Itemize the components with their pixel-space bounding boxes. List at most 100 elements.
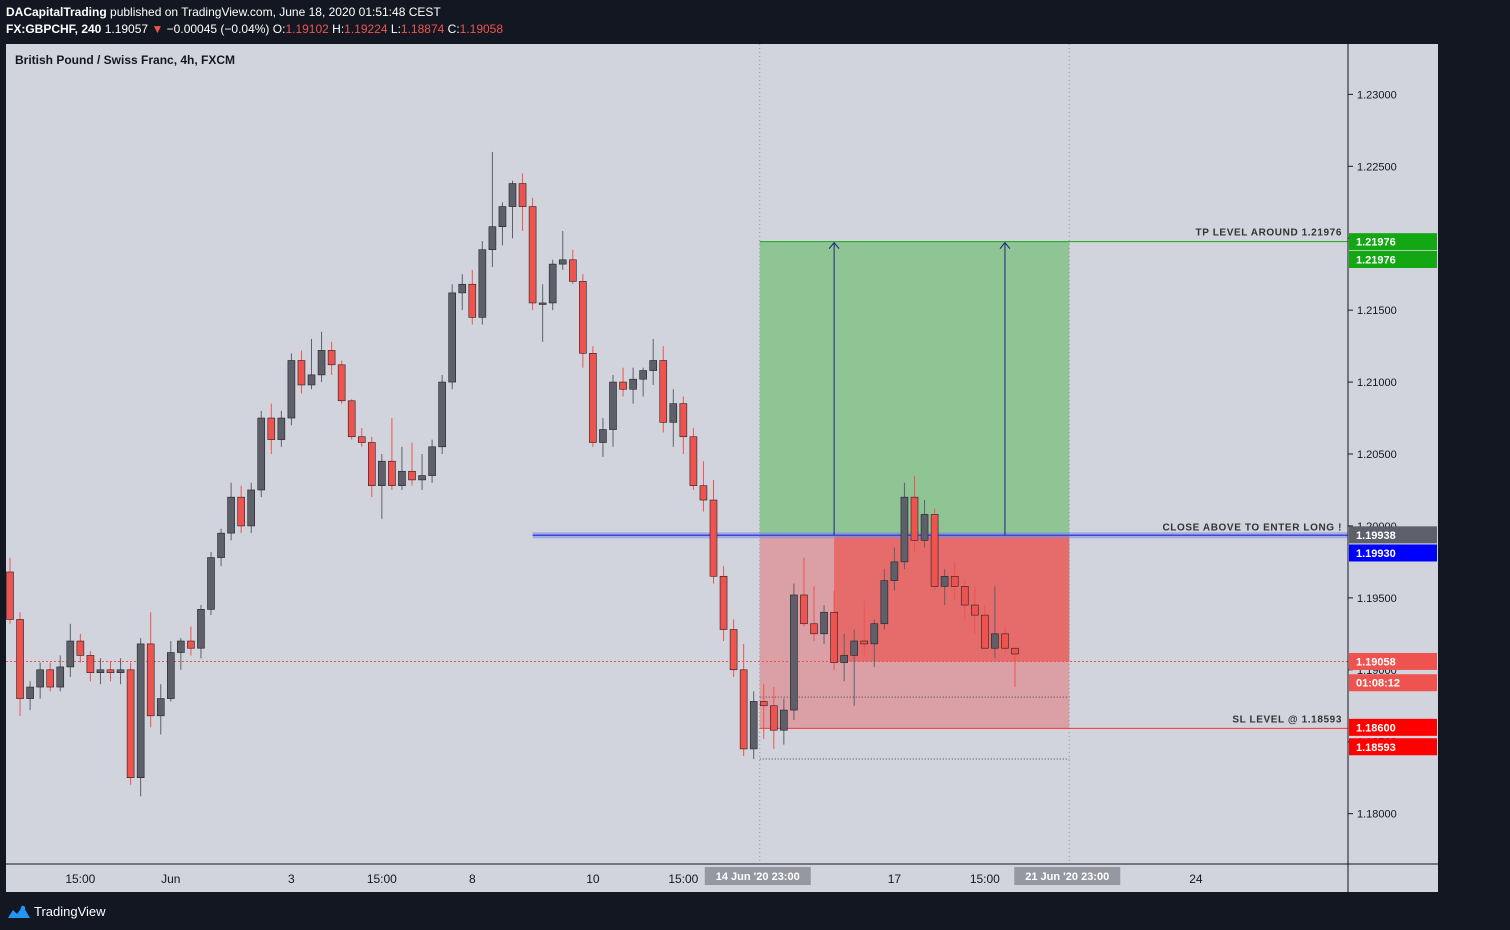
candle-body [1001,633,1009,649]
candle-body [568,259,577,282]
price-axis-tag [1349,233,1437,251]
candle-body [981,614,989,649]
last-price: 1.19057 [104,22,149,36]
candle-body [398,470,406,486]
price-axis-tag [1349,652,1437,670]
candle-body [950,575,959,587]
y-tick-label: 1.20500 [1357,449,1397,461]
candle-body [900,496,909,563]
symbol-label: FX:GBPCHF, 240 [6,22,102,36]
price-axis-tag-label: 1.21976 [1356,255,1396,267]
x-tick-label: 3 [288,872,295,886]
candle-body [830,611,838,663]
candle-body [146,643,155,717]
candle-body [579,281,587,354]
price-axis-tag-label: 1.19938 [1356,530,1396,542]
candle-body [599,429,607,443]
candle-body [16,619,24,699]
candle-body [468,283,477,318]
candle-body [237,496,245,527]
candle-body [46,669,55,688]
candle-body [287,360,296,419]
low-value: 1.18874 [400,22,445,36]
price-change: −0.00045 (−0.04%) [166,22,270,36]
candle-body [860,640,869,645]
candle-body [116,669,125,673]
tp-annotation: TP LEVEL AROUND 1.21976 [1196,228,1342,239]
price-axis-tag-label: 1.19058 [1356,656,1396,668]
candle-body [438,381,446,448]
candle-body [187,640,195,649]
candle-body [217,532,225,558]
x-tick-label: 17 [888,872,902,886]
x-tick-label: 8 [469,872,476,886]
candle-body [327,350,336,366]
candle-body [780,709,788,731]
candle-body [820,611,828,635]
candle-body [538,302,547,305]
candle-body [689,436,698,486]
low-label: L: [390,22,401,36]
y-tick-label: 1.19500 [1357,593,1397,605]
stop-loss-zone-active [834,535,1070,662]
candle-body [167,652,175,699]
candle-body [800,594,808,625]
candle-body [729,629,738,671]
author-name[interactable]: DACapitalTrading [6,5,107,19]
candle-body [277,417,286,440]
ohlc-legend: FX:GBPCHF, 240 1.19057 ▼ −0.00045 (−0.04… [6,22,503,36]
candle-body [528,206,537,304]
candle-body [518,183,527,207]
candle-body [940,575,949,587]
candle-body [920,514,929,541]
time-marker-label: 21 Jun '20 23:00 [1025,871,1109,883]
candle-body [247,489,255,527]
candle-body [26,686,34,699]
published-text: published on TradingView.com, June 18, 2… [110,5,441,19]
candle-body [488,226,497,251]
candle-body [890,561,899,581]
candle-body [367,442,376,486]
price-axis-tag-label: 1.21976 [1356,237,1396,249]
candle-body [749,701,758,750]
candle-body [790,594,798,711]
candle-body [719,575,728,630]
tradingview-brand[interactable]: TradingView [8,904,106,919]
time-marker-label: 14 Jun '20 23:00 [716,871,800,883]
candle-body [739,669,748,750]
candle-body [619,381,627,390]
y-tick-label: 1.22500 [1357,161,1397,173]
candle-body [970,604,979,616]
x-tick-label: 15:00 [668,872,698,886]
candle-body [629,378,637,390]
price-axis-tag-label: 1.18600 [1356,722,1396,734]
candle-body [197,609,205,649]
candle-body [478,249,487,318]
down-arrow-icon: ▼ [151,22,164,36]
candle-body [448,292,457,383]
candle-body [669,403,678,423]
candle-body [347,400,356,438]
candle-body [307,374,316,386]
candle-body [177,640,185,653]
high-label: H: [332,22,345,36]
y-tick-label: 1.23000 [1357,89,1397,101]
chart-title: British Pound / Swiss Franc, 4h, FXCM [15,53,235,67]
price-axis-tag-label: 1.19930 [1356,548,1396,560]
price-axis-tag [1349,674,1437,692]
candle-body [408,470,416,481]
candle-body [769,705,778,731]
open-value: 1.19102 [285,22,329,36]
candle-body [317,350,326,376]
candle-body [759,701,768,707]
entry-annotation: CLOSE ABOVE TO ENTER LONG ! [1162,522,1342,533]
y-tick-label: 1.18000 [1357,809,1397,821]
candle-body [257,417,266,491]
time-marker-tag [1014,867,1121,885]
candle-body [106,669,115,673]
open-label: O: [272,22,286,36]
candle-body [86,655,95,673]
chart-area[interactable]: TP LEVEL AROUND 1.21976 CLOSE ABOVE TO EN… [6,44,1438,892]
price-chart[interactable]: TP LEVEL AROUND 1.21976 CLOSE ABOVE TO EN… [6,44,1438,892]
candle-body [388,460,396,486]
